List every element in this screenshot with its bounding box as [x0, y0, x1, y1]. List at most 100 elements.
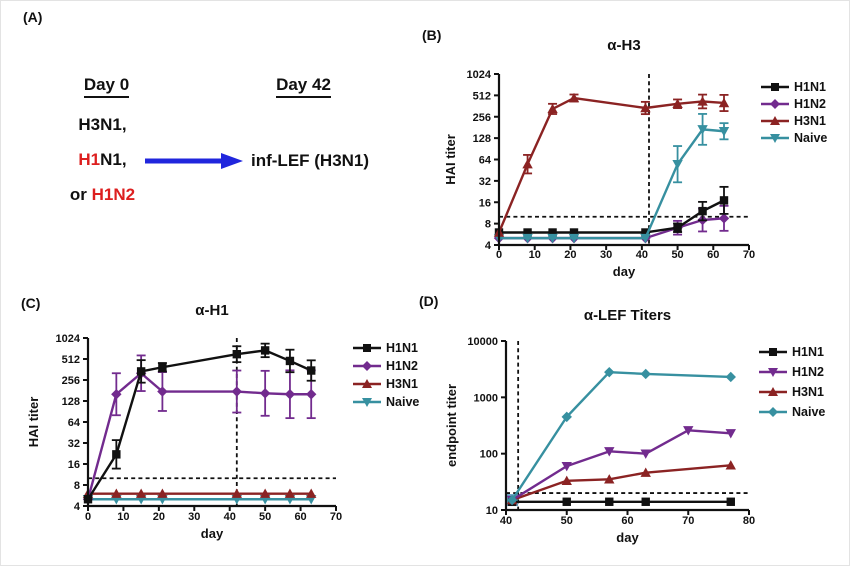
chart-alpha-h3: 4 8 16 32 64 128 256 512 1024 0 10 20 30 40 50 60 70 day H… [443, 69, 755, 279]
legend-label: H1N2 [386, 358, 418, 373]
legend-marker-triangle-up-icon [759, 387, 787, 396]
legend-item-naive: Naive [757, 405, 825, 419]
svg-text:HAI titer: HAI titer [26, 397, 41, 448]
legend-marker-diamond-icon [759, 407, 787, 417]
legend-item-naive: Naive [759, 131, 827, 145]
legend-item-h3n1: H3N1 [351, 377, 419, 391]
chart-title-b: α-H3 [607, 37, 641, 54]
reference-lines [499, 74, 749, 245]
legend-item-h1n2: H1N2 [351, 359, 419, 373]
legend-marker-square-icon [353, 344, 381, 352]
svg-text:16: 16 [479, 197, 491, 209]
series-Naive [506, 366, 736, 506]
panel-label-b: (B) [422, 27, 442, 43]
legend-marker-diamond-icon [353, 361, 381, 371]
arrow-right-icon [145, 153, 243, 169]
series-H1N1 [507, 497, 735, 506]
series-H1N2 [82, 354, 317, 505]
legend-label: Naive [794, 130, 828, 145]
legend-item-h3n1: H3N1 [759, 114, 827, 128]
axes: 10 100 1000 10000 40 50 60 70 80 day endpoint tite… [444, 336, 755, 545]
svg-text:100: 100 [480, 449, 498, 461]
day0-heading-text: Day 0 [83, 75, 130, 98]
treatment-text: H1N2 [91, 185, 136, 204]
axes: 4 8 16 32 64 128 256 512 1024 0 10 20 30 40 50 60 70 day H… [443, 69, 755, 279]
day42-heading: Day 42 [251, 75, 356, 98]
svg-text:1024: 1024 [56, 333, 81, 345]
legend-marker-triangle-up-icon [353, 379, 381, 388]
svg-text:50: 50 [561, 515, 573, 527]
svg-text:40: 40 [224, 511, 236, 523]
svg-text:40: 40 [500, 515, 512, 527]
series-H3N1 [493, 92, 730, 237]
legend-marker-triangle-down-icon [761, 134, 789, 143]
svg-text:256: 256 [62, 375, 80, 387]
legend-d: H1N1 H1N2 H3N1 Naive [757, 345, 825, 425]
legend-item-h1n1: H1N1 [757, 345, 825, 359]
svg-text:64: 64 [68, 417, 81, 429]
svg-text:0: 0 [496, 249, 502, 261]
legend-item-h1n2: H1N2 [757, 365, 825, 379]
legend-marker-triangle-down-icon [353, 398, 381, 407]
svg-text:128: 128 [473, 133, 491, 145]
svg-text:32: 32 [68, 438, 80, 450]
svg-text:40: 40 [636, 249, 648, 261]
svg-text:10: 10 [529, 249, 541, 261]
svg-text:50: 50 [259, 511, 271, 523]
treatment-text: H1 [78, 150, 101, 169]
legend-item-h1n1: H1N1 [351, 341, 419, 355]
chart-title-d: α-LEF Titers [583, 307, 672, 324]
legend-label: H1N2 [794, 96, 826, 111]
svg-text:70: 70 [743, 249, 755, 261]
legend-marker-triangle-up-icon [761, 116, 789, 125]
chart-alpha-h1: 4 8 16 32 64 128 256 512 1024 0 10 20 30 40 50 60 70 day H… [26, 333, 342, 541]
legend-label: Naive [792, 404, 826, 419]
panel-label-c: (C) [21, 295, 41, 311]
svg-text:256: 256 [473, 112, 491, 124]
treatment-text: H3N1, [78, 115, 127, 134]
svg-text:10: 10 [486, 505, 498, 517]
chart-alpha-lef-titers: 10 100 1000 10000 40 50 60 70 80 day endpoint tite… [444, 336, 755, 545]
svg-text:0: 0 [85, 511, 91, 523]
treatment-row: or H1N2 [35, 177, 170, 212]
panel-label-a: (A) [23, 9, 43, 25]
svg-text:70: 70 [330, 511, 342, 523]
legend-marker-square-icon [761, 83, 789, 91]
legend-label: H3N1 [792, 384, 824, 399]
chart-title-c: α-H1 [195, 302, 229, 319]
svg-text:512: 512 [473, 90, 491, 102]
treatment-text: or [69, 185, 92, 204]
panel-label-d: (D) [419, 293, 439, 309]
svg-text:1024: 1024 [467, 69, 492, 81]
day42-heading-text: Day 42 [276, 75, 331, 98]
svg-text:128: 128 [62, 396, 80, 408]
svg-text:day: day [201, 526, 224, 541]
svg-text:80: 80 [743, 515, 755, 527]
legend-marker-diamond-icon [761, 99, 789, 109]
series-H1N1 [494, 185, 729, 237]
svg-text:30: 30 [600, 249, 612, 261]
treatment-list: H3N1, H1N1, or H1N2 [35, 107, 170, 212]
svg-text:1000: 1000 [474, 392, 498, 404]
svg-text:512: 512 [62, 354, 80, 366]
svg-text:HAI titer: HAI titer [443, 134, 458, 185]
legend-label: H1N1 [386, 340, 418, 355]
svg-text:day: day [616, 530, 639, 545]
legend-label: Naive [386, 394, 420, 409]
svg-text:32: 32 [479, 176, 491, 188]
svg-text:60: 60 [707, 249, 719, 261]
svg-text:16: 16 [68, 459, 80, 471]
legend-label: H1N1 [794, 79, 826, 94]
svg-text:4: 4 [74, 501, 81, 513]
legend-item-h3n1: H3N1 [757, 385, 825, 399]
axes: 4 8 16 32 64 128 256 512 1024 0 10 20 30 40 50 60 70 day H… [26, 333, 342, 541]
legend-b: H1N1 H1N2 H3N1 Naive [759, 80, 827, 148]
svg-text:60: 60 [621, 515, 633, 527]
svg-text:20: 20 [564, 249, 576, 261]
svg-text:30: 30 [188, 511, 200, 523]
reference-lines [506, 341, 749, 510]
legend-marker-triangle-down-icon [759, 368, 787, 377]
day0-heading: Day 0 [59, 75, 154, 98]
legend-c: H1N1 H1N2 H3N1 Naive [351, 341, 419, 413]
